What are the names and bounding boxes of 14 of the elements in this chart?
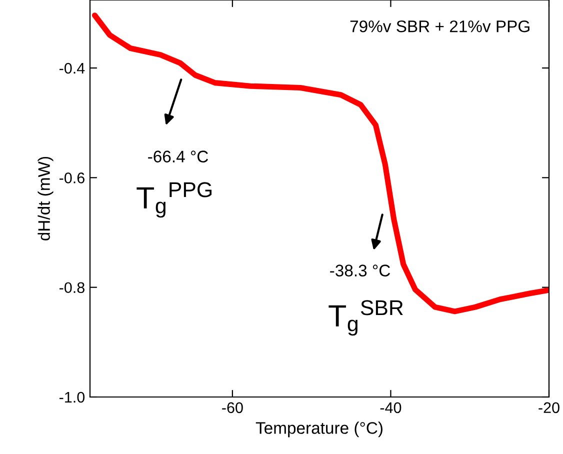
annotation: -38.3 °C	[330, 264, 390, 276]
annotation: -66.4 °C	[148, 150, 208, 162]
annotation: T$_{g}$$^{SBR}$	[328, 300, 403, 336]
y-tick-label: -1.0	[59, 392, 85, 403]
y-axis-title: dH/dt (mW)	[38, 156, 54, 240]
x-axis-title: Temperature (°C)	[256, 422, 382, 438]
x-tick-label: -60	[222, 402, 243, 414]
annotation: T$_{g}$$^{PPG}$	[136, 182, 212, 218]
y-tick-label: -0.4	[59, 62, 85, 74]
x-tick-label: -40	[380, 402, 402, 414]
y-tick-label: -0.8	[59, 282, 84, 294]
y-tick-label: -0.6	[59, 172, 84, 184]
annotation: 79%v SBR + 21%v PPG	[350, 20, 530, 32]
x-tick-label: -20	[538, 402, 560, 414]
